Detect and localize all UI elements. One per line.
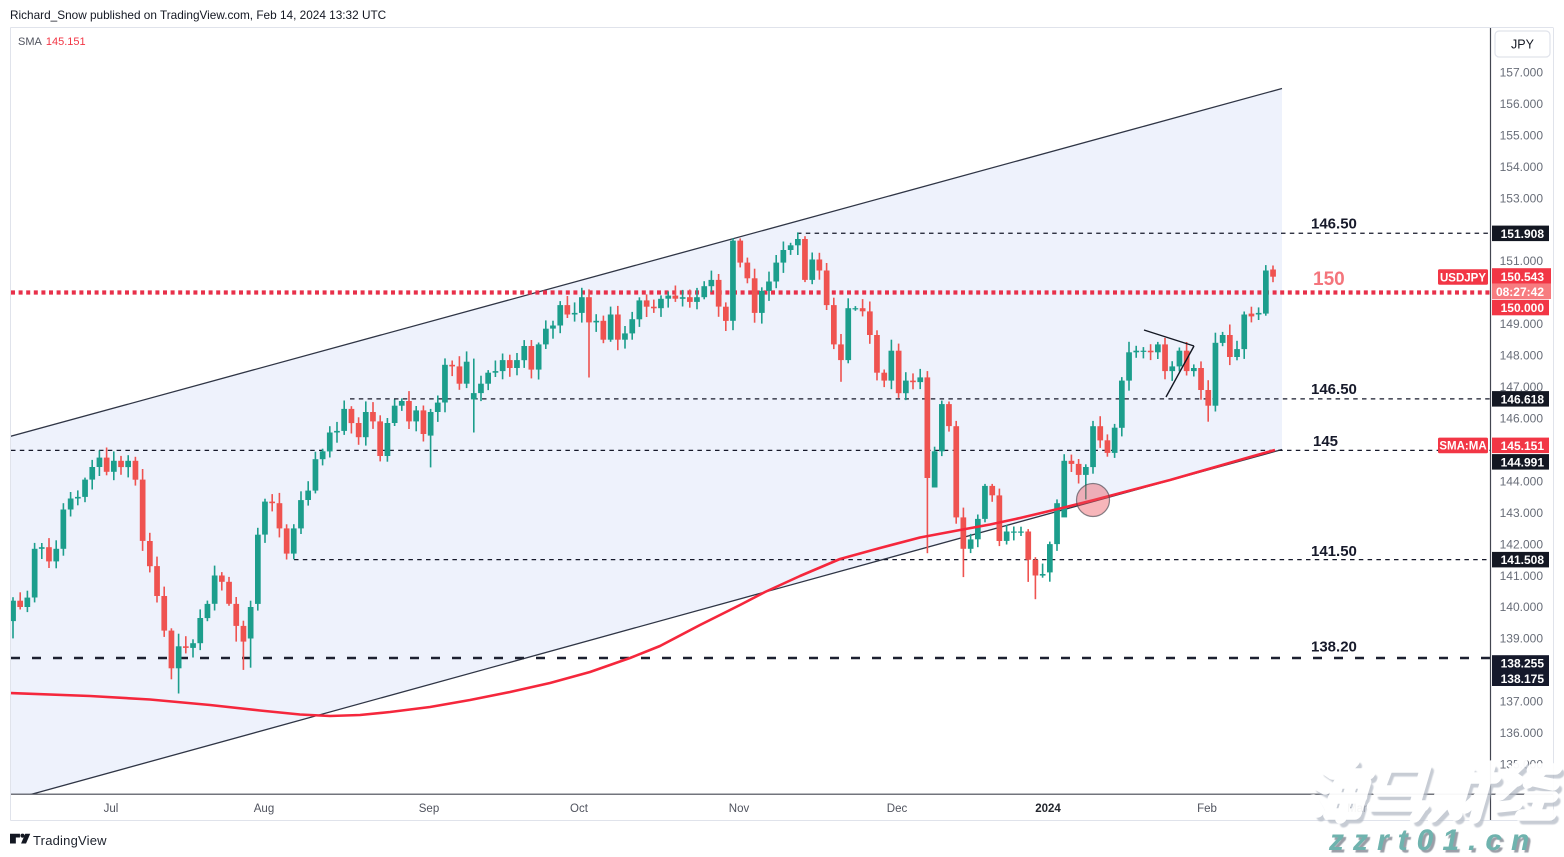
svg-text:143.000: 143.000 bbox=[1500, 506, 1544, 520]
svg-text:138.20: 138.20 bbox=[1311, 639, 1357, 656]
svg-text:141.50: 141.50 bbox=[1311, 543, 1357, 560]
svg-text:148.000: 148.000 bbox=[1500, 349, 1544, 363]
svg-text:144.000: 144.000 bbox=[1500, 474, 1544, 488]
svg-text:136.000: 136.000 bbox=[1500, 726, 1544, 740]
svg-text:139.000: 139.000 bbox=[1500, 632, 1544, 646]
svg-text:156.000: 156.000 bbox=[1500, 97, 1544, 111]
svg-text:146.50: 146.50 bbox=[1311, 216, 1357, 233]
svg-text:Oct: Oct bbox=[570, 803, 589, 815]
svg-text:SMA:MA: SMA:MA bbox=[1439, 441, 1486, 453]
svg-text:JPY: JPY bbox=[1511, 38, 1535, 52]
svg-text:141.000: 141.000 bbox=[1500, 569, 1544, 583]
svg-text:Dec: Dec bbox=[887, 803, 908, 815]
svg-text:142.000: 142.000 bbox=[1500, 537, 1544, 551]
svg-text:149.000: 149.000 bbox=[1500, 317, 1544, 331]
svg-text:157.000: 157.000 bbox=[1500, 66, 1544, 80]
svg-text:150.543: 150.543 bbox=[1501, 270, 1545, 284]
svg-text:153.000: 153.000 bbox=[1500, 191, 1544, 205]
svg-text:144.991: 144.991 bbox=[1501, 455, 1545, 469]
svg-text:2024: 2024 bbox=[1035, 803, 1061, 815]
svg-text:150.000: 150.000 bbox=[1501, 301, 1545, 315]
svg-text:Sep: Sep bbox=[419, 803, 439, 815]
svg-text:145: 145 bbox=[1313, 433, 1338, 450]
svg-text:Jul: Jul bbox=[104, 803, 119, 815]
svg-text:150: 150 bbox=[1313, 269, 1345, 290]
svg-text:145.151: 145.151 bbox=[1501, 439, 1545, 453]
svg-text:138.175: 138.175 bbox=[1501, 672, 1545, 686]
svg-text:155.000: 155.000 bbox=[1500, 128, 1544, 142]
svg-text:147.000: 147.000 bbox=[1500, 380, 1544, 394]
svg-text:146.50: 146.50 bbox=[1311, 381, 1357, 398]
svg-text:08:27:42: 08:27:42 bbox=[1496, 285, 1544, 299]
svg-text:138.255: 138.255 bbox=[1501, 657, 1545, 671]
svg-text:137.000: 137.000 bbox=[1500, 695, 1544, 709]
svg-text:151.000: 151.000 bbox=[1500, 254, 1544, 268]
svg-text:141.508: 141.508 bbox=[1501, 553, 1545, 567]
svg-text:Aug: Aug bbox=[254, 803, 274, 815]
svg-text:151.908: 151.908 bbox=[1501, 227, 1545, 241]
svg-text:Feb: Feb bbox=[1197, 803, 1217, 815]
svg-text:154.000: 154.000 bbox=[1500, 160, 1544, 174]
svg-text:Nov: Nov bbox=[729, 803, 750, 815]
svg-text:146.618: 146.618 bbox=[1501, 393, 1545, 407]
svg-text:USDJPY: USDJPY bbox=[1440, 272, 1486, 284]
svg-text:140.000: 140.000 bbox=[1500, 600, 1544, 614]
svg-text:146.000: 146.000 bbox=[1500, 412, 1544, 426]
